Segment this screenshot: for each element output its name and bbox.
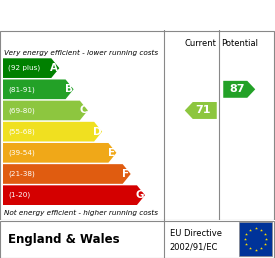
Text: Very energy efficient - lower running costs: Very energy efficient - lower running co…	[4, 50, 158, 56]
Text: Potential: Potential	[221, 39, 258, 48]
Text: B: B	[65, 84, 73, 94]
Text: (69-80): (69-80)	[8, 107, 35, 114]
Text: (55-68): (55-68)	[8, 128, 35, 135]
Text: EU Directive: EU Directive	[170, 229, 222, 238]
Text: A: A	[50, 63, 58, 73]
Text: 87: 87	[230, 84, 245, 94]
Text: (39-54): (39-54)	[8, 150, 35, 156]
Text: Current: Current	[185, 39, 217, 48]
Text: Energy Efficiency Rating: Energy Efficiency Rating	[36, 7, 239, 22]
Text: England & Wales: England & Wales	[8, 232, 120, 246]
Text: E: E	[108, 148, 115, 158]
Text: (81-91): (81-91)	[8, 86, 35, 93]
Text: F: F	[122, 169, 129, 179]
Text: G: G	[136, 190, 144, 200]
Text: (1-20): (1-20)	[8, 192, 30, 198]
Text: 71: 71	[195, 106, 210, 116]
Text: Not energy efficient - higher running costs: Not energy efficient - higher running co…	[4, 210, 158, 216]
Bar	[239, 222, 272, 256]
Text: 2002/91/EC: 2002/91/EC	[170, 242, 218, 251]
Polygon shape	[3, 164, 131, 184]
Text: (92 plus): (92 plus)	[8, 65, 40, 71]
Polygon shape	[3, 143, 116, 163]
Polygon shape	[223, 81, 255, 98]
Text: (21-38): (21-38)	[8, 171, 35, 177]
Polygon shape	[185, 102, 217, 119]
Polygon shape	[3, 101, 88, 120]
Polygon shape	[3, 58, 59, 78]
Polygon shape	[3, 122, 102, 141]
Polygon shape	[3, 79, 74, 99]
Text: C: C	[79, 106, 87, 116]
Polygon shape	[3, 185, 145, 205]
Text: D: D	[93, 127, 101, 137]
